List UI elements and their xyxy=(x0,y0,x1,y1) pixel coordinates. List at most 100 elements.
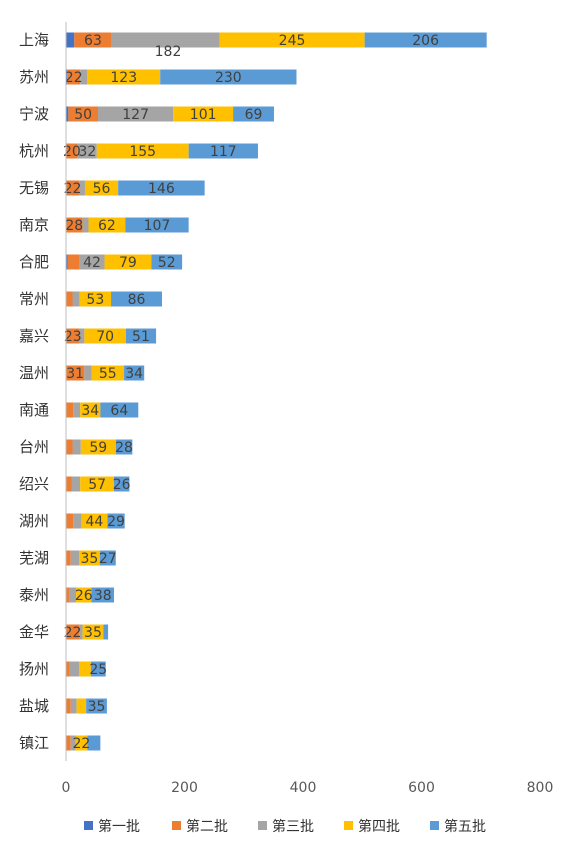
bar-segment xyxy=(76,587,92,603)
data-label: 25 xyxy=(89,662,107,678)
data-label: 20 xyxy=(63,144,81,160)
bar-segment xyxy=(66,32,75,48)
bar-segment xyxy=(72,291,80,307)
category-label: 芜湖 xyxy=(19,549,49,567)
bar-segment xyxy=(80,402,101,418)
bar-segment xyxy=(79,550,100,566)
bar-segment xyxy=(103,624,109,640)
data-label: 51 xyxy=(132,329,150,345)
x-tick-label: 600 xyxy=(408,780,435,796)
data-label: 117 xyxy=(210,144,237,160)
category-label: 台州 xyxy=(19,438,49,456)
category-label: 南通 xyxy=(19,401,49,419)
category-label: 常州 xyxy=(19,290,49,308)
data-label: 26 xyxy=(75,588,93,604)
legend: 第一批 第二批 第三批 第四批 第五批 xyxy=(84,818,486,835)
bar-segment xyxy=(82,624,104,640)
legend-swatch xyxy=(430,821,439,830)
bar-segment xyxy=(84,180,119,196)
data-label: 35 xyxy=(88,699,106,715)
bar-segment xyxy=(76,698,87,714)
legend-swatch xyxy=(84,821,93,830)
data-label: 59 xyxy=(89,440,107,456)
bar-segment xyxy=(66,661,70,677)
bar-segment xyxy=(82,217,89,233)
legend-swatch xyxy=(172,821,181,830)
x-tick-label: 0 xyxy=(62,780,71,796)
category-label: 苏州 xyxy=(19,68,49,86)
data-label: 42 xyxy=(83,255,101,271)
bar-segment xyxy=(66,513,74,529)
legend-item: 第四批 xyxy=(344,818,400,835)
bar-segment xyxy=(111,32,220,48)
data-label: 123 xyxy=(110,70,137,86)
data-label: 35 xyxy=(84,625,102,641)
bar-segment xyxy=(79,254,105,270)
legend-item: 第三批 xyxy=(258,818,314,835)
bar-segment xyxy=(77,143,97,159)
category-label: 泰州 xyxy=(19,586,49,604)
bar-segment xyxy=(68,106,98,122)
bar-segment xyxy=(66,217,83,233)
data-label: 230 xyxy=(215,70,242,86)
bar-segment xyxy=(66,476,72,492)
data-label: 55 xyxy=(99,366,117,382)
bar-segment xyxy=(125,328,157,344)
bar-segment xyxy=(115,439,133,455)
data-label: 52 xyxy=(158,255,176,271)
bar-segment xyxy=(84,328,126,344)
category-label: 上海 xyxy=(19,31,49,49)
bar-segment xyxy=(66,291,73,307)
data-label: 50 xyxy=(74,107,92,123)
category-label: 湖州 xyxy=(19,512,49,530)
data-label: 38 xyxy=(94,588,112,604)
data-label: 245 xyxy=(279,33,306,49)
bar-segment xyxy=(66,550,71,566)
category-label: 绍兴 xyxy=(19,475,49,493)
data-label: 26 xyxy=(113,477,131,493)
bar-segment xyxy=(87,735,101,751)
category-label: 宁波 xyxy=(19,105,49,123)
data-label: 34 xyxy=(125,366,143,382)
bar-segment xyxy=(100,402,139,418)
bar-segment xyxy=(219,32,365,48)
bar-segment xyxy=(86,698,107,714)
bar-segment xyxy=(73,513,82,529)
bar-segment xyxy=(70,698,77,714)
bar-segment xyxy=(79,291,112,307)
data-label: 69 xyxy=(245,107,263,123)
category-label: 嘉兴 xyxy=(19,327,49,345)
data-label: 53 xyxy=(86,292,104,308)
category-label: 南京 xyxy=(19,216,49,234)
data-label: 28 xyxy=(65,218,83,234)
data-label: 206 xyxy=(412,33,439,49)
bar-segment xyxy=(66,587,69,603)
data-label: 86 xyxy=(128,292,146,308)
legend-swatch xyxy=(258,821,267,830)
bar-segment xyxy=(66,402,74,418)
bar-segment xyxy=(96,143,189,159)
data-label: 27 xyxy=(99,551,117,567)
data-label: 63 xyxy=(84,33,102,49)
category-label: 镇江 xyxy=(19,734,49,752)
bar-segment xyxy=(118,180,205,196)
bar-segment xyxy=(80,69,88,85)
bar-segment xyxy=(66,735,71,751)
bar-segment xyxy=(66,624,80,640)
data-label: 155 xyxy=(129,144,156,160)
data-label: 79 xyxy=(119,255,137,271)
bar-segment xyxy=(66,698,71,714)
data-label: 29 xyxy=(107,514,125,530)
legend-swatch xyxy=(344,821,353,830)
data-label: 182 xyxy=(155,44,182,60)
bar-segment xyxy=(75,735,88,751)
data-label: 32 xyxy=(78,144,96,160)
data-label: 34 xyxy=(81,403,99,419)
bar-segment xyxy=(91,365,125,381)
data-label: 23 xyxy=(64,329,82,345)
legend-label: 第四批 xyxy=(358,818,400,835)
bar-segment xyxy=(67,69,81,85)
bar-segment xyxy=(80,476,114,492)
